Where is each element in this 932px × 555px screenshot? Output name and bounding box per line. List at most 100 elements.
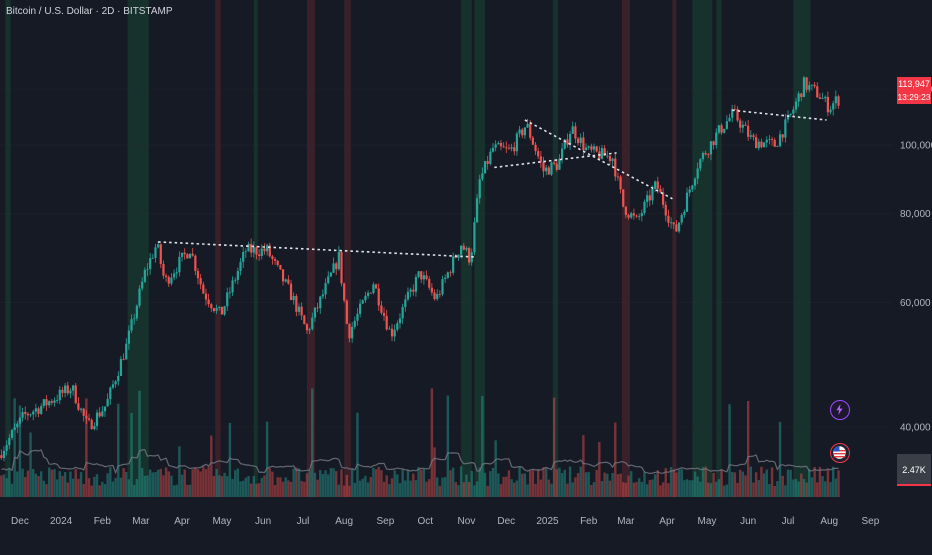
volume-bar	[143, 475, 147, 497]
volume-bar	[111, 481, 115, 497]
volume-bar	[151, 472, 155, 497]
volume-bar	[95, 474, 99, 497]
volume-bar	[156, 469, 160, 497]
candle-body	[648, 195, 651, 201]
volume-bar	[215, 468, 218, 497]
volume-bar	[699, 481, 702, 497]
candle-body	[356, 313, 359, 321]
volume-bar	[624, 482, 628, 497]
candle-body	[733, 108, 736, 110]
volume-bar	[77, 478, 80, 497]
trendline[interactable]	[524, 119, 673, 200]
volume-bar	[313, 472, 317, 497]
symbol-title[interactable]: Bitcoin / U.S. Dollar · 2D · BITSTAMP	[6, 6, 173, 17]
volume-value-label: 2.47K	[897, 454, 931, 486]
trendline[interactable]	[732, 109, 827, 121]
volume-bar	[279, 477, 282, 497]
candle-body	[449, 272, 452, 274]
volume-bar	[218, 475, 221, 497]
candle-body	[170, 277, 173, 284]
x-tick-label: Dec	[497, 516, 515, 527]
volume-bar	[635, 481, 638, 497]
candle-body	[45, 399, 48, 406]
x-tick-label: Aug	[820, 516, 838, 527]
volume-bar	[396, 474, 399, 497]
candle-body	[752, 135, 755, 138]
volume-bar	[42, 480, 46, 497]
volume-bar	[630, 471, 633, 497]
volume-bar	[183, 469, 186, 497]
volume-bar	[483, 472, 487, 497]
candle-body	[460, 245, 463, 255]
volume-bar	[683, 480, 686, 497]
volume-bar	[470, 470, 473, 497]
candle-body	[707, 154, 710, 156]
volume-bar	[600, 481, 604, 497]
candle-body	[768, 139, 771, 140]
volume-bar	[289, 481, 293, 497]
candle-body	[513, 147, 516, 152]
volume-bar	[741, 471, 745, 497]
candle-body	[61, 389, 64, 393]
volume-bar	[430, 388, 434, 497]
volume-bar	[247, 475, 250, 497]
candle-body	[48, 401, 51, 406]
candle-body	[688, 189, 691, 193]
volume-bar	[388, 484, 391, 497]
volume-bar	[85, 398, 88, 497]
candle-body	[111, 384, 115, 388]
candle-body	[762, 142, 766, 148]
volume-bar	[350, 468, 354, 497]
volume-bar	[236, 468, 240, 497]
volume-bar	[762, 473, 766, 497]
regime-band-red	[344, 0, 351, 497]
volume-bar	[106, 473, 109, 497]
volume-bar	[228, 422, 232, 497]
candle-body	[303, 315, 306, 325]
candle-body	[263, 248, 266, 252]
trendline[interactable]	[494, 152, 617, 169]
candle-body	[404, 299, 407, 307]
volume-bar	[101, 481, 104, 497]
candle-body	[414, 277, 418, 292]
regime-band-green	[692, 0, 713, 497]
lightning-event-icon[interactable]	[830, 400, 850, 420]
candle-body	[244, 251, 247, 253]
candle-body	[215, 307, 218, 312]
x-tick-label: Mar	[132, 516, 150, 527]
volume-bar	[130, 412, 133, 497]
candle-body	[576, 138, 580, 143]
candle-body	[685, 192, 689, 212]
volume-bar	[119, 477, 123, 497]
candle-body	[329, 272, 332, 277]
candle-body	[13, 427, 16, 431]
volume-bar	[558, 467, 561, 497]
candle-body	[561, 148, 564, 159]
volume-bar	[125, 471, 128, 497]
volume-bar	[760, 466, 763, 497]
volume-bar	[398, 483, 402, 497]
volume-bar	[329, 468, 333, 497]
us-flag-event-icon[interactable]	[830, 443, 850, 463]
volume-bar	[47, 467, 51, 497]
candle-body	[462, 245, 465, 250]
volume-bar	[255, 483, 258, 497]
volume-bar	[648, 480, 652, 497]
volume-bar	[571, 482, 574, 497]
volume-bar	[71, 478, 75, 497]
candle-body	[398, 318, 402, 324]
volume-bar	[784, 485, 787, 497]
regime-band-green	[552, 0, 559, 497]
trendline[interactable]	[158, 241, 476, 258]
candle-body	[66, 385, 69, 394]
volume-bar	[234, 470, 237, 497]
volume-bar	[212, 475, 216, 497]
candle-body	[491, 147, 495, 152]
candle-body	[332, 263, 335, 273]
volume-bar	[327, 474, 330, 497]
volume-bar	[616, 474, 620, 497]
volume-bar	[162, 475, 165, 497]
volume-bar	[10, 483, 14, 497]
candle-body	[624, 206, 627, 215]
